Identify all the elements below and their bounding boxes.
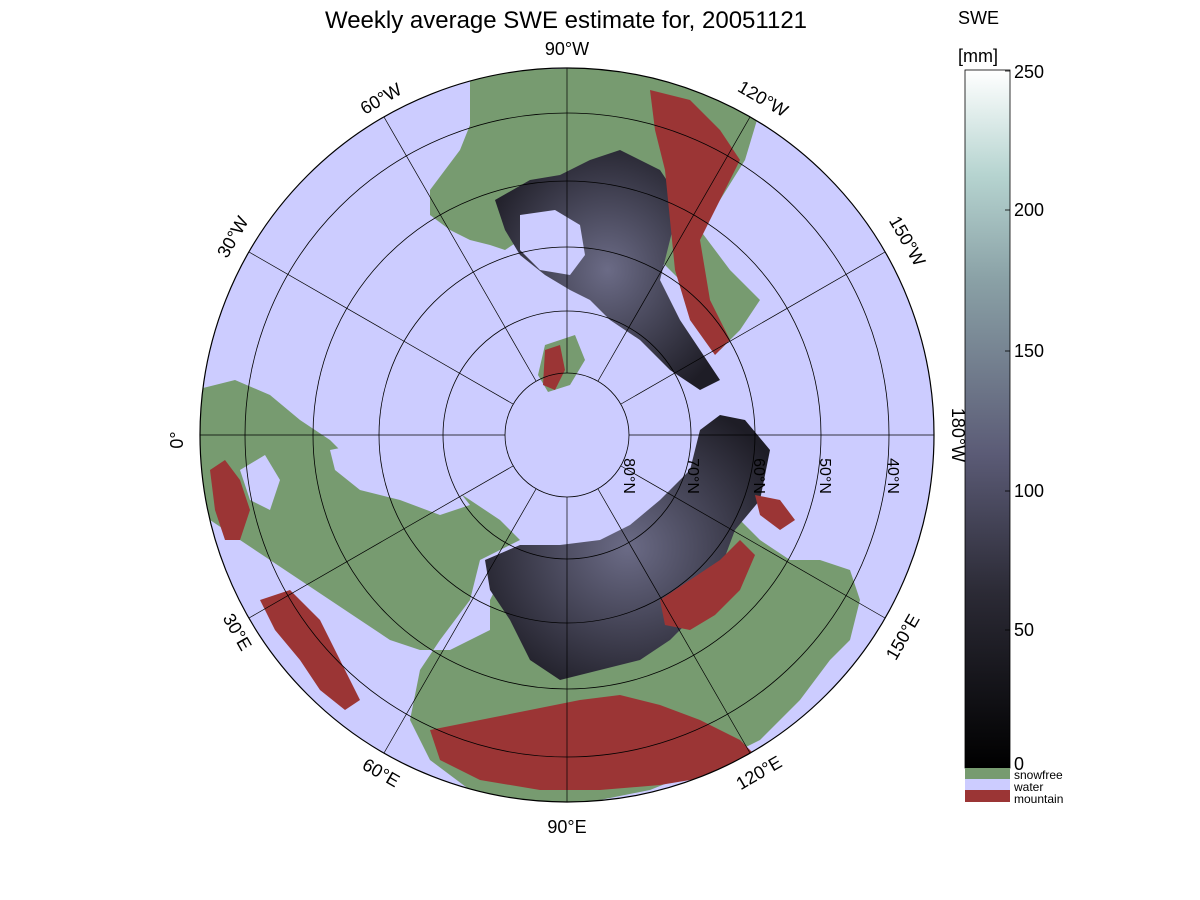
- lon-label-150e: 150°E: [882, 611, 924, 664]
- colorbar-tick-100: 100: [1014, 481, 1044, 501]
- legend-swatch-water: [965, 779, 1010, 790]
- lat-label-60n: 60°N: [750, 458, 767, 494]
- graticule: [199, 67, 935, 803]
- polar-map: [200, 68, 934, 802]
- mountain-central-asia: [430, 695, 760, 790]
- lat-label-70n: 70°N: [684, 458, 701, 494]
- lat-label-50n: 50°N: [816, 458, 833, 494]
- colorbar-gradient: [964, 69, 1011, 769]
- lon-label-90e: 90°E: [547, 817, 586, 837]
- legend-label-mountain: mountain: [1014, 792, 1063, 806]
- map-boundary: [199, 67, 935, 803]
- colorbar-tick-250: 250: [1014, 62, 1044, 82]
- lon-label-180w: 180°W: [948, 408, 968, 462]
- lon-label-0: 0°: [167, 431, 187, 448]
- category-legend: snowfree water mountain: [965, 768, 1063, 806]
- legend-label-snowfree: snowfree: [1014, 768, 1063, 782]
- lat-label-80n: 80°N: [620, 458, 637, 494]
- colorbar-unit: [mm]: [958, 46, 998, 66]
- lon-label-30w: 30°W: [213, 213, 252, 261]
- mountain-rockies: [650, 90, 740, 355]
- lat-label-40n: 40°N: [884, 458, 901, 494]
- colorbar: SWE [mm] 0 50 100 150 200 250 snowfree w…: [958, 8, 1063, 806]
- colorbar-tick-50: 50: [1014, 620, 1034, 640]
- mountain-greenland-coast: [543, 345, 565, 390]
- colorbar-tick-150: 150: [1014, 341, 1044, 361]
- colorbar-tick-0: 0: [1014, 754, 1024, 774]
- mountain-west-europe: [260, 590, 360, 710]
- snow-cover-siberia: [485, 415, 770, 680]
- colorbar-tick-200: 200: [1014, 200, 1044, 220]
- hudson-bay: [520, 210, 585, 275]
- legend-swatch-snowfree: [965, 768, 1010, 779]
- mountain-kamchatka: [755, 495, 795, 530]
- latitude-labels: 80°N 70°N 60°N 50°N 40°N: [620, 458, 901, 494]
- snow-cover-canada: [495, 150, 720, 390]
- lon-label-150w: 150°W: [885, 213, 929, 270]
- legend-swatch-mountain: [965, 790, 1010, 802]
- legend-label-water: water: [1013, 780, 1043, 794]
- lon-label-90w: 90°W: [545, 39, 589, 59]
- mountain-scandinavia: [210, 460, 250, 540]
- colorbar-title: SWE: [958, 8, 999, 28]
- baltic-sea: [240, 455, 280, 510]
- meridian-lines: [200, 68, 934, 802]
- caspian-sea: [360, 650, 390, 710]
- colorbar-tick-labels: 0 50 100 150 200 250: [1014, 62, 1044, 774]
- map-title: Weekly average SWE estimate for, 2005112…: [325, 7, 807, 34]
- mountain-far-east: [660, 540, 755, 630]
- barents-kara-sea: [330, 440, 470, 515]
